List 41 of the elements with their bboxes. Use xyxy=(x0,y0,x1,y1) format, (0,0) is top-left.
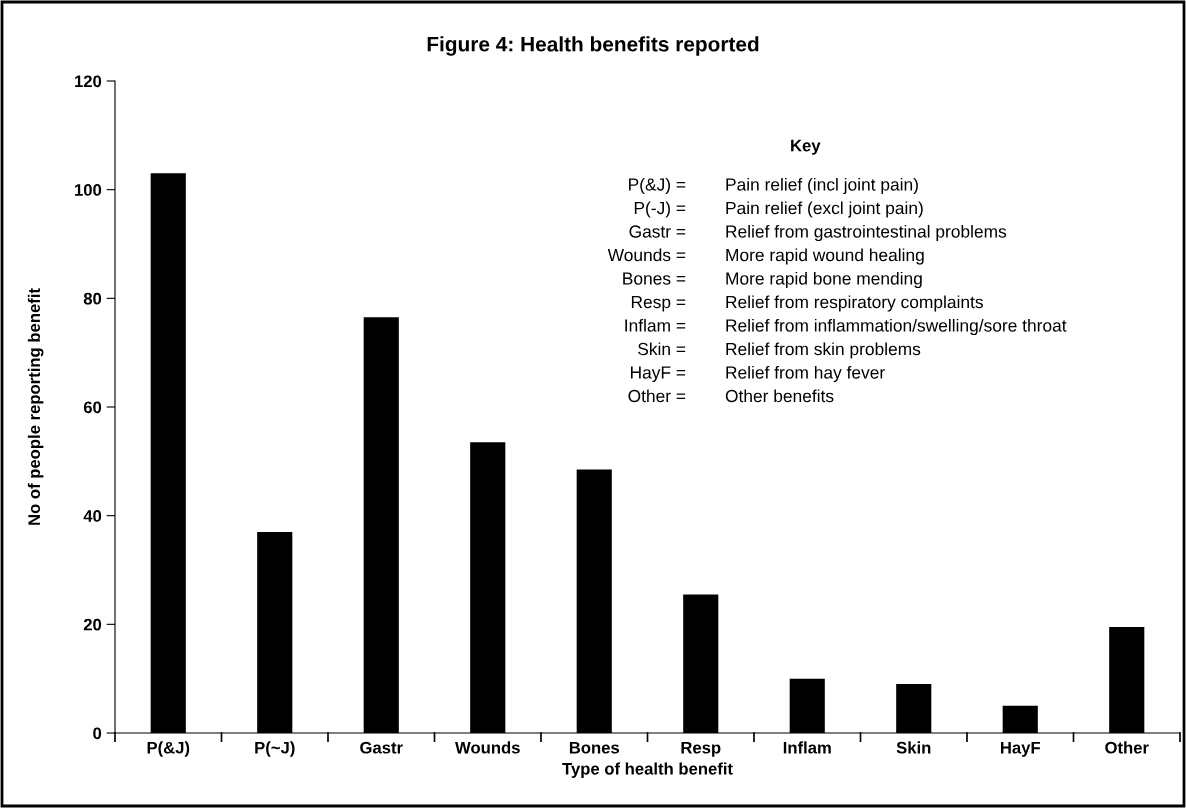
annotation: Other = xyxy=(628,389,686,403)
annotation: Key xyxy=(791,139,821,155)
annotation: More rapid wound healing xyxy=(726,248,924,265)
x-tick-label: Resp xyxy=(681,741,721,757)
y-tick-label: 100 xyxy=(75,184,102,196)
annotation: Other benefits xyxy=(725,389,834,403)
y-tick-label: 20 xyxy=(83,618,102,631)
y-tick-label: 40 xyxy=(83,510,102,522)
annotation: Bones = xyxy=(623,272,686,285)
annotation: Gastr = xyxy=(629,225,686,238)
x-tick-label: Other xyxy=(1105,741,1149,754)
annotation: Skin = xyxy=(638,342,686,356)
annotation: Relief from inflammation/swelling/sore throat xyxy=(726,318,1067,336)
annotation: Relief from respiratory complaints xyxy=(726,295,983,312)
x-tick-label: Bones xyxy=(569,741,620,754)
y-tick-label: 80 xyxy=(83,292,102,305)
chart-title: Figure 4: Health benefits reported xyxy=(427,36,759,56)
annotation: Pain relief (incl joint pain) xyxy=(726,177,918,195)
x-tick-label: P(~J) xyxy=(255,741,295,757)
annotation: Relief from skin problems xyxy=(726,342,921,359)
annotation: Pain relief (excl joint pain) xyxy=(726,201,923,218)
x-tick-label: P(&J) xyxy=(147,741,190,757)
annotation: P(-J) = xyxy=(634,201,686,218)
annotation: Relief from gastrointestinal problems xyxy=(726,224,1007,242)
x-tick-label: Wounds xyxy=(455,741,520,754)
annotation: Relief from hay fever xyxy=(726,365,885,383)
y-tick-label: 0 xyxy=(93,727,102,740)
annotation: HayF = xyxy=(630,366,686,383)
x-axis-title: Type of health benefit xyxy=(562,762,733,778)
annotation: Wounds = xyxy=(607,248,686,262)
y-tick-label: 120 xyxy=(75,75,102,88)
x-tick-label: Inflam xyxy=(783,741,831,754)
x-tick-label: Skin xyxy=(896,741,931,754)
annotation: Resp = xyxy=(631,296,686,312)
y-tick-label: 60 xyxy=(83,401,102,414)
y-axis-title: No of people reporting benefit xyxy=(27,288,44,525)
annotation: P(&J) = xyxy=(629,177,686,195)
annotation: Inflam = xyxy=(625,318,686,332)
annotation: More rapid bone mending xyxy=(726,271,922,289)
x-tick-label: Gastr xyxy=(360,741,403,754)
x-tick-label: HayF xyxy=(1000,741,1041,757)
